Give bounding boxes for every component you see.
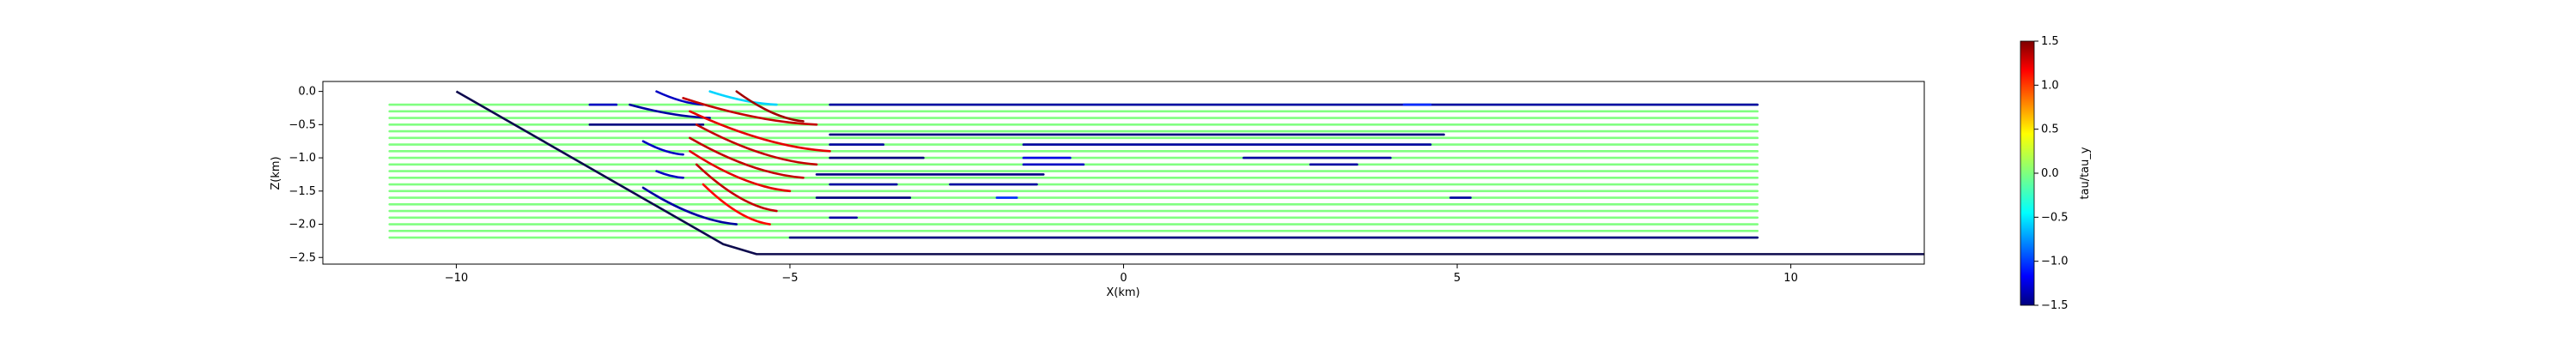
colorbar-ticks: 1.5 1.0 0.5 0.0 −0.5 −1.0 −1.5	[2034, 35, 2069, 312]
stress-segment	[655, 90, 705, 106]
colorbar-tick-label: 1.5	[2041, 35, 2059, 48]
stress-segment	[735, 90, 805, 123]
colorbar-tick-label: 1.0	[2041, 79, 2059, 92]
stress-segment	[689, 110, 831, 153]
colorbar-tick-label: −1.5	[2041, 299, 2069, 312]
y-tick-label: −1.0	[289, 152, 316, 165]
stress-segment	[641, 186, 738, 226]
stress-segment	[655, 170, 684, 179]
stress-segment	[695, 123, 818, 166]
y-tick-label: −2.0	[289, 219, 316, 232]
y-axis-label: Z(km)	[270, 156, 283, 190]
colorbar-tick-label: −0.5	[2041, 211, 2069, 224]
x-tick-label: −10	[445, 272, 468, 285]
stress-segment	[702, 183, 771, 226]
colorbar-label: tau/tau_y	[2079, 147, 2092, 199]
x-tick-label: −5	[781, 272, 798, 285]
fault-line	[455, 90, 1924, 256]
x-tick-label: 0	[1120, 272, 1127, 285]
x-axis-ticks: −10 −5 0 5 10	[445, 264, 1798, 285]
stress-segment	[641, 140, 684, 156]
colorbar-tick-label: 0.0	[2041, 167, 2059, 180]
x-tick-label: 10	[1783, 272, 1798, 285]
colorbar-tick-label: −1.0	[2041, 256, 2069, 268]
fault-boundary	[455, 90, 1924, 256]
y-tick-label: 0.0	[298, 86, 316, 99]
x-tick-label: 5	[1454, 272, 1461, 285]
y-axis-ticks: 0.0 −0.5 −1.0 −1.5 −2.0 −2.5	[289, 86, 323, 264]
stress-segment	[708, 90, 778, 106]
stress-segment	[695, 163, 778, 213]
y-tick-label: −0.5	[289, 118, 316, 131]
colorbar-tick-label: 0.5	[2041, 123, 2059, 136]
stress-segments	[588, 90, 1759, 239]
y-tick-label: −1.5	[289, 185, 316, 198]
y-tick-label: −2.5	[289, 251, 316, 264]
stress-segment	[682, 97, 818, 126]
stress-segment	[689, 150, 792, 193]
colorbar	[2020, 40, 2035, 306]
stress-segment	[689, 136, 805, 179]
x-axis-label: X(km)	[1106, 286, 1139, 299]
